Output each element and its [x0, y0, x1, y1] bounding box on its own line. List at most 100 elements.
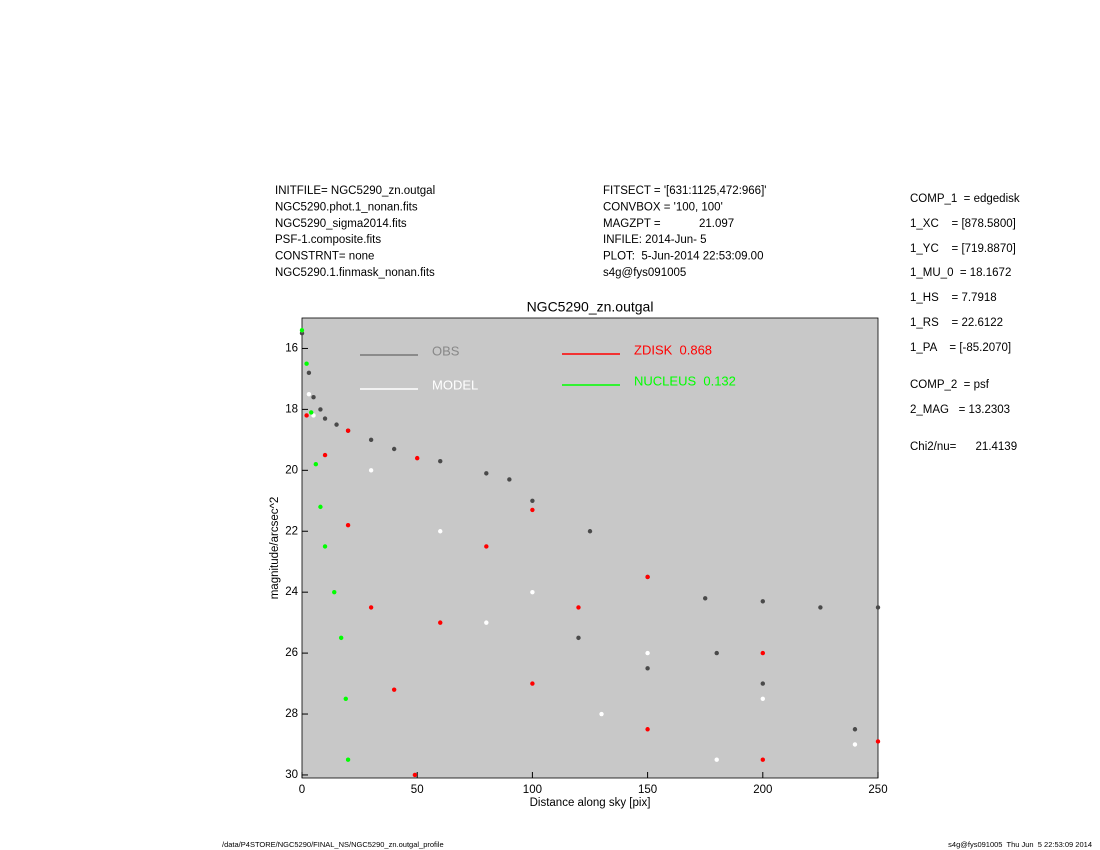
- data-point: [599, 711, 604, 717]
- data-point: [760, 650, 765, 656]
- data-point: [306, 370, 312, 376]
- x-axis-label: Distance along sky [pix]: [530, 797, 651, 809]
- data-point: [299, 331, 305, 336]
- data-point: [345, 428, 351, 433]
- data-point: [703, 596, 708, 601]
- data-point: [313, 462, 319, 467]
- y-tick-label: 22: [285, 525, 298, 537]
- data-point: [438, 620, 443, 625]
- footer-stamp: s4g@fys091005 Thu Jun 5 22:53:09 2014: [948, 840, 1092, 849]
- y-tick-label: 20: [285, 464, 298, 476]
- data-point: [368, 437, 374, 443]
- data-point: [484, 620, 489, 625]
- header-left: PSF-1.composite.fits: [275, 234, 381, 246]
- header-middle: PLOT: 5-Jun-2014 22:53:09.00: [603, 251, 763, 263]
- legend-label: OBS: [432, 343, 460, 358]
- y-tick-label: 18: [285, 403, 298, 415]
- data-point: [645, 574, 650, 580]
- y-tick-label: 28: [285, 708, 298, 720]
- data-point: [415, 455, 420, 461]
- x-tick-label: 150: [638, 784, 657, 796]
- data-point: [530, 507, 535, 513]
- data-point: [368, 468, 374, 473]
- header-right: 1_YC = [719.8870]: [910, 243, 1016, 255]
- data-point: [438, 529, 443, 534]
- y-tick-label: 24: [285, 586, 298, 598]
- x-tick-label: 0: [299, 784, 305, 796]
- header-left: NGC5290.1.finmask_nonan.fits: [275, 267, 435, 279]
- data-point: [318, 504, 323, 510]
- data-point: [875, 605, 881, 610]
- data-point: [322, 544, 328, 549]
- data-point: [306, 391, 312, 397]
- y-tick-label: 26: [285, 647, 298, 659]
- data-point: [760, 757, 765, 762]
- data-point: [345, 757, 351, 762]
- data-point: [645, 727, 650, 732]
- legend-label: NUCLEUS 0.132: [634, 373, 736, 388]
- header-middle: MAGZPT = 21.097: [603, 218, 734, 230]
- x-tick-label: 100: [523, 784, 542, 796]
- data-point: [530, 589, 535, 595]
- data-point: [484, 544, 489, 549]
- chart-title: NGC5290_zn.outgal: [527, 299, 654, 315]
- header-middle: FITSECT = '[631:1125,472:966]': [603, 185, 766, 197]
- header-right: Chi2/nu= 21.4139: [910, 441, 1017, 453]
- data-point: [311, 395, 316, 400]
- header-right: 1_MU_0 = 18.1672: [910, 267, 1011, 279]
- header-left: CONSTRNT= none: [275, 251, 374, 263]
- legend-label: ZDISK 0.868: [634, 342, 712, 357]
- y-tick-label: 30: [285, 769, 298, 781]
- data-point: [576, 635, 581, 641]
- data-point: [852, 742, 858, 747]
- data-point: [332, 589, 337, 595]
- header-left: NGC5290_sigma2014.fits: [275, 218, 407, 230]
- data-point: [507, 477, 512, 482]
- data-point: [760, 599, 765, 604]
- data-point: [322, 452, 328, 458]
- header-right: 1_RS = 22.6122: [910, 317, 1003, 329]
- header-right: 1_HS = 7.7918: [910, 292, 997, 304]
- data-point: [345, 522, 351, 528]
- data-point: [309, 410, 314, 415]
- data-point: [334, 422, 339, 427]
- data-point: [368, 605, 374, 610]
- header-left: INITFILE= NGC5290_zn.outgal: [275, 185, 435, 197]
- x-tick-label: 200: [753, 784, 772, 796]
- data-point: [760, 696, 765, 701]
- header-middle: s4g@fys091005: [603, 267, 686, 279]
- data-point: [714, 650, 719, 656]
- data-point: [645, 666, 650, 671]
- data-point: [576, 605, 581, 610]
- legend-label: MODEL: [432, 377, 478, 392]
- data-point: [530, 681, 535, 686]
- header-middle: CONVBOX = '100, 100': [603, 201, 723, 213]
- data-point: [322, 416, 328, 421]
- x-tick-label: 250: [868, 784, 887, 796]
- data-point: [645, 650, 650, 656]
- data-point: [875, 739, 881, 744]
- data-point: [484, 471, 489, 476]
- data-point: [530, 498, 535, 503]
- header-right: 1_XC = [878.5800]: [910, 218, 1016, 230]
- x-tick-label: 50: [411, 784, 424, 796]
- data-point: [412, 772, 418, 778]
- plot-area: [301, 317, 879, 779]
- header-right: 2_MAG = 13.2303: [910, 404, 1010, 416]
- data-point: [818, 605, 823, 610]
- data-point: [318, 407, 323, 412]
- header-right: 1_PA = [-85.2070]: [910, 342, 1011, 354]
- footer-path: /data/P4STORE/NGC5290/FINAL_NS/NGC5290_z…: [222, 840, 444, 849]
- data-point: [587, 529, 593, 534]
- y-axis-label: magnitude/arcsec^2: [269, 497, 281, 600]
- data-point: [714, 757, 719, 762]
- y-tick-label: 16: [285, 342, 298, 354]
- data-point: [391, 687, 397, 692]
- header-middle: INFILE: 2014-Jun- 5: [603, 234, 707, 246]
- data-point: [304, 413, 309, 418]
- data-point: [338, 635, 344, 641]
- header-left: NGC5290.phot.1_nonan.fits: [275, 201, 418, 213]
- header-right: COMP_1 = edgedisk: [910, 193, 1020, 205]
- header-right: COMP_2 = psf: [910, 379, 990, 391]
